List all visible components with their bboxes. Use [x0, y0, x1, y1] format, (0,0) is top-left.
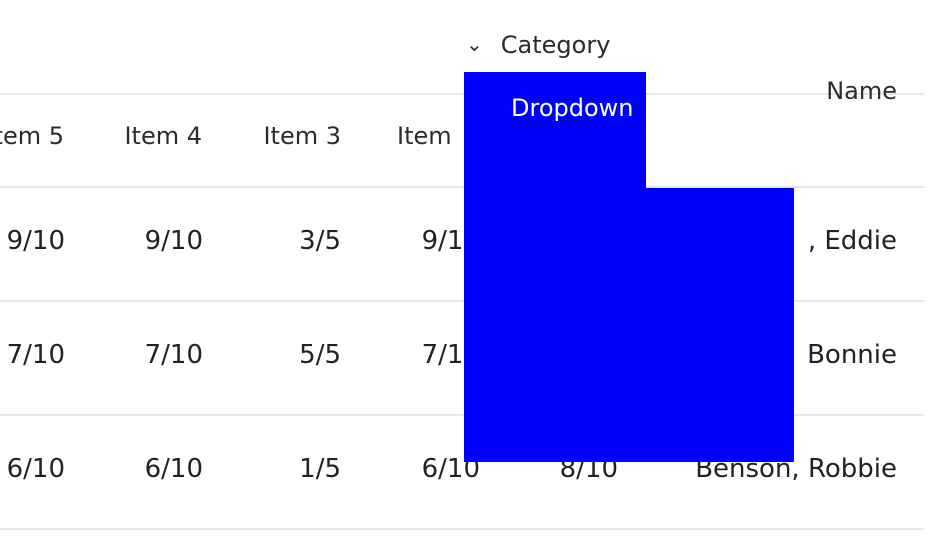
table-cell-name: , Eddie: [807, 226, 897, 256]
table-cell: 3/5: [299, 226, 341, 256]
category-sort-header[interactable]: ⌄ Category: [466, 28, 610, 62]
dropdown-label[interactable]: Dropdown: [511, 94, 634, 122]
row-divider: [0, 414, 924, 416]
column-header-item-4[interactable]: Item 4: [124, 122, 202, 150]
table-cell-name: Bonnie: [807, 340, 897, 370]
dropdown-panel-body[interactable]: [464, 188, 794, 462]
column-header-item-2[interactable]: Item: [397, 122, 452, 150]
dropdown-panel[interactable]: [464, 72, 646, 188]
category-label: Category: [500, 31, 611, 59]
table-cell: 1/5: [299, 454, 341, 484]
row-divider: [0, 186, 924, 188]
row-divider: [0, 528, 924, 530]
table-cell: 5/5: [299, 340, 341, 370]
column-header-item-5[interactable]: Item 5: [0, 122, 64, 150]
row-divider: [0, 300, 924, 302]
chevron-down-icon: ⌄: [466, 32, 483, 56]
table-cell: 7/10: [6, 340, 65, 370]
table-cell: 6/10: [6, 454, 65, 484]
table-cell: 9/10: [144, 226, 203, 256]
table-cell: 6/10: [144, 454, 203, 484]
column-header-name[interactable]: Name: [826, 77, 897, 105]
header-top-divider: [0, 93, 924, 95]
table-cell: 7/10: [144, 340, 203, 370]
column-header-item-3[interactable]: Item 3: [263, 122, 341, 150]
table-cell: 9/10: [6, 226, 65, 256]
